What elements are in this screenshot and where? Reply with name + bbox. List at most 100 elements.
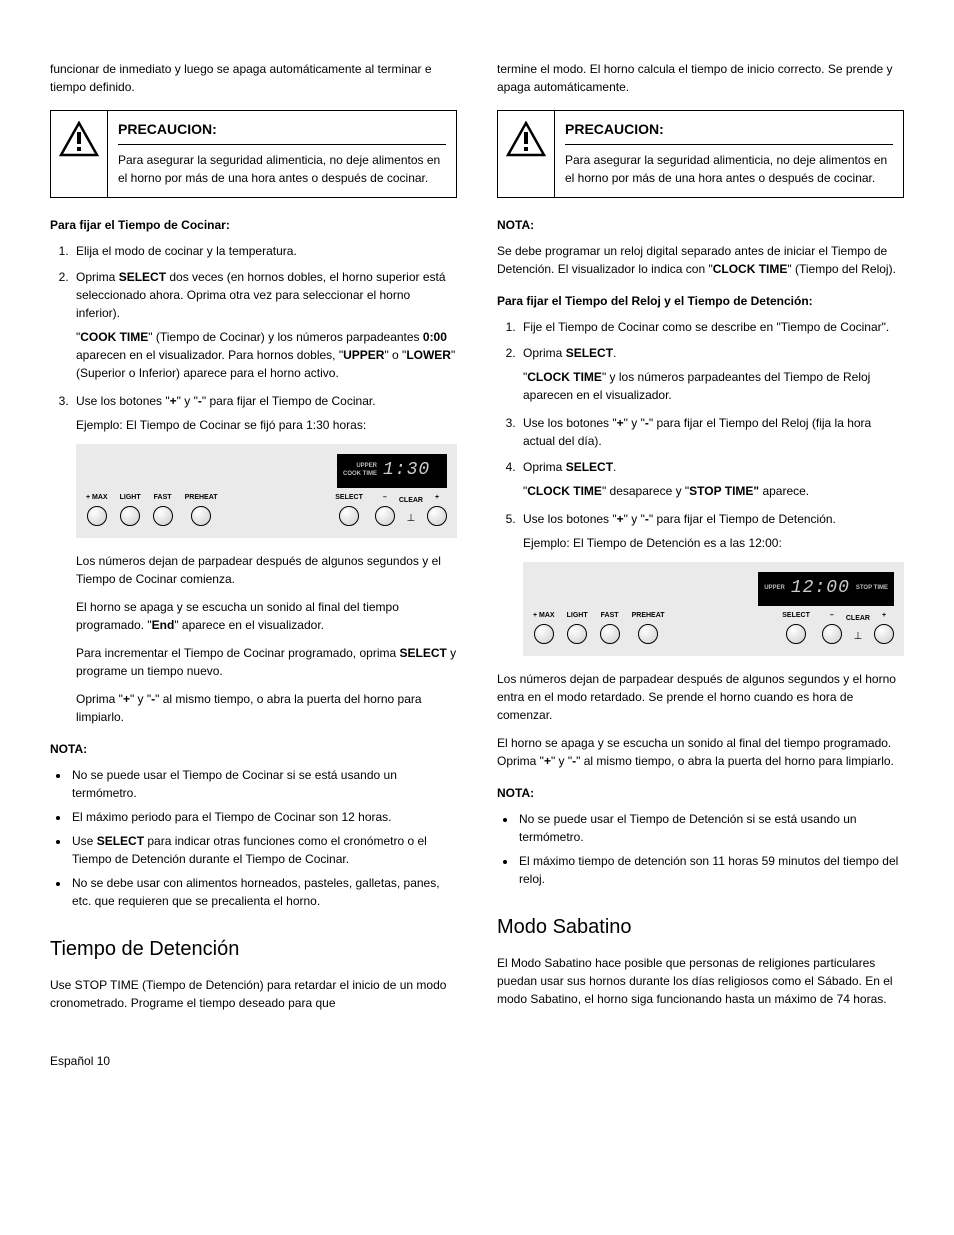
nota-item: No se debe usar con alimentos horneados,… [70,874,457,910]
preheat-button[interactable] [191,506,211,526]
step-1: Fije el Tiempo de Cocinar como se descri… [519,318,904,336]
minus-button[interactable] [375,506,395,526]
page-footer: Español 10 [50,1052,904,1070]
upper-indicator: UPPER [343,463,377,470]
control-panel-2: + MAX LIGHT FAST PREHEAT UPPER 12:00 STO… [523,562,904,656]
caution-title: PRECAUCION: [118,119,446,145]
warning-icon-cell [51,111,108,197]
power-icon: ⊥ [407,511,416,526]
select-label: SELECT [335,494,363,502]
stop-time-heading: Tiempo de Detención [50,934,457,964]
sabbath-mode-heading: Modo Sabatino [497,912,904,942]
select-label: SELECT [119,270,166,284]
step-1: Elija el modo de cocinar y la temperatur… [72,242,457,260]
plus-button[interactable] [427,506,447,526]
warning-icon-cell [498,111,555,197]
cook-time-indicator: COOK TIME [343,471,377,478]
after-panel-p1: Los números dejan de parpadear después d… [497,670,904,724]
time-readout: 12:00 [791,575,850,602]
light-button[interactable] [567,624,587,644]
step-5-example: Ejemplo: El Tiempo de Detención es a las… [523,534,904,552]
upper-indicator: UPPER [764,585,785,592]
nota-item: No se puede usar el Tiempo de Detención … [517,810,904,846]
text: Use los botones " [76,394,170,408]
nota-item: El máximo tiempo de detención son 11 hor… [517,852,904,888]
after-panel-p1: Los números dejan de parpadear después d… [76,552,457,588]
after-panel-p2: El horno se apaga y se escucha un sonido… [76,598,457,634]
caution-title: PRECAUCION: [565,119,893,145]
fast-label: FAST [154,494,172,502]
left-column: funcionar de inmediato y luego se apaga … [50,60,457,1022]
left-buttons: + MAX LIGHT FAST PREHEAT [533,612,665,644]
max-label: + MAX [533,612,555,620]
nota-item: No se puede usar el Tiempo de Cocinar si… [70,766,457,802]
light-button[interactable] [120,506,140,526]
step-2: Oprima SELECT dos veces (en hornos doble… [72,268,457,382]
fast-button[interactable] [600,624,620,644]
select-label: SELECT [782,612,810,620]
intro-text: funcionar de inmediato y luego se apaga … [50,60,457,96]
power-icon: ⊥ [854,629,863,644]
step-2: Oprima SELECT. "CLOCK TIME" y los número… [519,344,904,404]
caution-box: PRECAUCION: Para asegurar la seguridad a… [50,110,457,198]
stop-time-intro: Use STOP TIME (Tiempo de Detención) para… [50,976,457,1012]
text: " y " [177,394,198,408]
text: " para fijar el Tiempo de Cocinar. [202,394,376,408]
digital-display: UPPER COOK TIME 1:30 [337,454,447,488]
plus-label: + [170,394,177,408]
plus-label: + [882,612,886,620]
stop-time-indicator: STOP TIME [856,585,888,592]
preheat-button[interactable] [638,624,658,644]
control-panel-1: + MAX LIGHT FAST PREHEAT UPPER COOK TIME… [76,444,457,538]
clear-label: CLEAR [399,497,423,505]
light-label: LIGHT [567,612,588,620]
after-panel-p2: El horno se apaga y se escucha un sonido… [497,734,904,770]
left-buttons: + MAX LIGHT FAST PREHEAT [86,494,218,526]
cook-time-steps: Elija el modo de cocinar y la temperatur… [72,242,457,726]
select-button[interactable] [339,506,359,526]
nota-heading: NOTA: [497,216,904,234]
intro-text: termine el modo. El horno calcula el tie… [497,60,904,96]
nota-list: No se puede usar el Tiempo de Cocinar si… [70,766,457,910]
display-area: UPPER 12:00 STOP TIME SELECT – CLEAR⊥ + [758,572,894,644]
step-4: Oprima SELECT. "CLOCK TIME" desaparece y… [519,458,904,500]
step-2-detail: "COOK TIME" (Tiempo de Cocinar) y los nú… [76,328,457,382]
fast-button[interactable] [153,506,173,526]
light-label: LIGHT [120,494,141,502]
step-5: Use los botones "+" y "-" para fijar el … [519,510,904,656]
display-area: UPPER COOK TIME 1:30 SELECT – CLEAR⊥ + [335,454,447,526]
step-2-detail: "CLOCK TIME" y los números parpadeantes … [523,368,904,404]
minus-label: – [383,494,387,502]
stop-time-steps: Fije el Tiempo de Cocinar como se descri… [519,318,904,656]
preheat-label: PREHEAT [185,494,218,502]
text: Oprima [76,270,119,284]
time-readout: 1:30 [383,457,430,484]
after-panel-p4: Oprima "+" y "-" al mismo tiempo, o abra… [76,690,457,726]
warning-icon [506,121,546,157]
nota-text: Se debe programar un reloj digital separ… [497,242,904,278]
select-button[interactable] [786,624,806,644]
set-cook-time-heading: Para fijar el Tiempo de Cocinar: [50,216,457,234]
step-4-detail: "CLOCK TIME" desaparece y "STOP TIME" ap… [523,482,904,500]
right-column: termine el modo. El horno calcula el tie… [497,60,904,1022]
after-panel-p3: Para incrementar el Tiempo de Cocinar pr… [76,644,457,680]
step-3: Use los botones "+" y "-" para fijar el … [72,392,457,726]
set-stop-time-heading: Para fijar el Tiempo del Reloj y el Tiem… [497,292,904,310]
nota-list: No se puede usar el Tiempo de Detención … [517,810,904,888]
caution-body: Para asegurar la seguridad alimenticia, … [118,151,446,187]
max-button[interactable] [534,624,554,644]
caution-content: PRECAUCION: Para asegurar la seguridad a… [555,111,903,197]
step-3: Use los botones "+" y "-" para fijar el … [519,414,904,450]
max-label: + MAX [86,494,108,502]
max-button[interactable] [87,506,107,526]
minus-button[interactable] [822,624,842,644]
plus-button[interactable] [874,624,894,644]
nota-heading: NOTA: [50,740,457,758]
page-columns: funcionar de inmediato y luego se apaga … [50,60,904,1022]
nota-item: Use SELECT para indicar otras funciones … [70,832,457,868]
sabbath-mode-text: El Modo Sabatino hace posible que person… [497,954,904,1008]
preheat-label: PREHEAT [632,612,665,620]
nota-heading: NOTA: [497,784,904,802]
minus-label: – [830,612,834,620]
warning-icon [59,121,99,157]
